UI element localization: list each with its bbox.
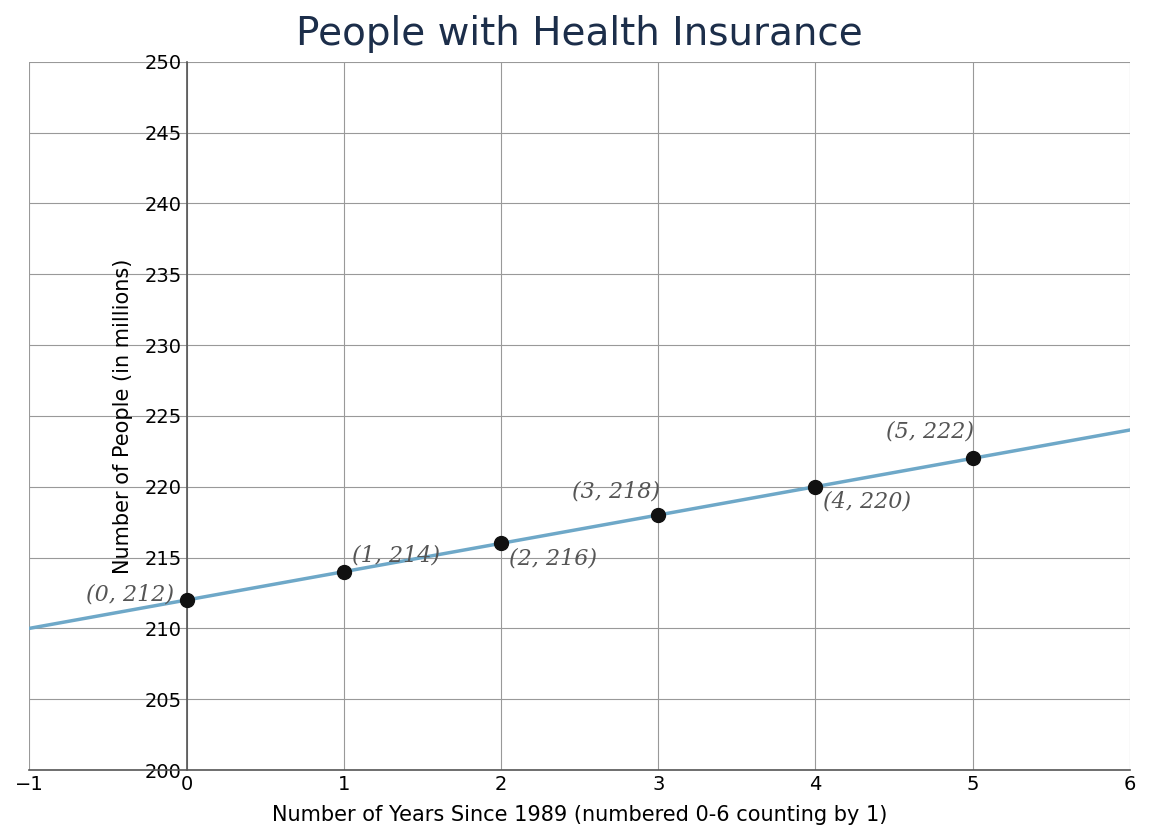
Point [335,565,353,579]
Text: (3, 218): (3, 218) [572,480,660,502]
Text: (4, 220): (4, 220) [823,491,912,513]
Title: People with Health Insurance: People with Health Insurance [296,15,863,53]
Text: (0, 212): (0, 212) [86,583,174,606]
Point [806,480,824,493]
Text: (5, 222): (5, 222) [886,421,974,443]
Y-axis label: Number of People (in millions): Number of People (in millions) [113,258,134,574]
X-axis label: Number of Years Since 1989 (numbered 0-6 counting by 1): Number of Years Since 1989 (numbered 0-6… [272,805,887,825]
Point [649,508,668,522]
Point [177,593,196,606]
Text: (1, 214): (1, 214) [352,544,440,566]
Point [491,537,510,550]
Text: (2, 216): (2, 216) [509,548,597,570]
Point [963,452,982,465]
